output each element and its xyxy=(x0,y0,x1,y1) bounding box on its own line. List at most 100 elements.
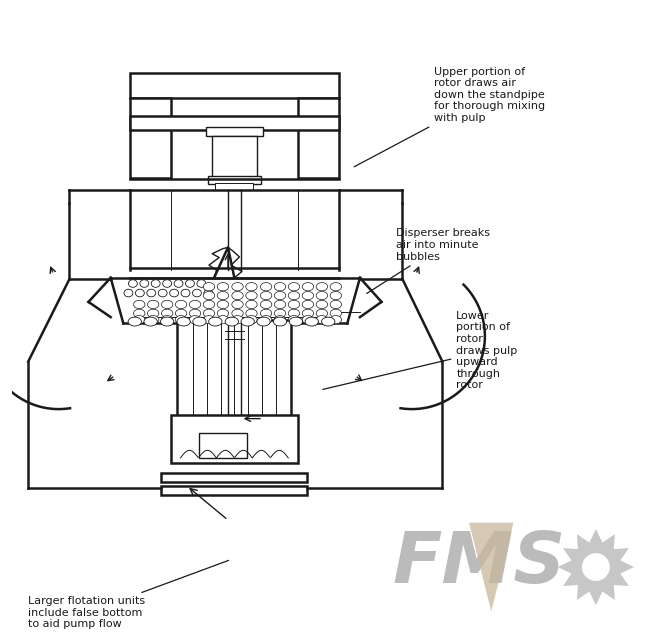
Bar xyxy=(212,137,256,177)
Ellipse shape xyxy=(203,283,215,291)
Ellipse shape xyxy=(330,316,341,324)
Ellipse shape xyxy=(273,317,287,326)
Ellipse shape xyxy=(148,300,159,309)
Ellipse shape xyxy=(288,283,300,291)
Bar xyxy=(171,415,298,463)
Ellipse shape xyxy=(232,309,243,318)
Ellipse shape xyxy=(274,309,286,318)
Ellipse shape xyxy=(163,279,171,287)
Bar xyxy=(130,73,339,98)
Ellipse shape xyxy=(274,300,286,309)
Ellipse shape xyxy=(260,300,272,309)
Ellipse shape xyxy=(316,316,328,324)
Ellipse shape xyxy=(128,317,142,326)
Ellipse shape xyxy=(316,292,328,300)
Ellipse shape xyxy=(175,300,186,309)
Ellipse shape xyxy=(161,316,173,324)
Ellipse shape xyxy=(274,283,286,291)
Ellipse shape xyxy=(288,292,300,300)
Ellipse shape xyxy=(152,279,160,287)
Ellipse shape xyxy=(246,292,257,300)
Ellipse shape xyxy=(148,309,159,318)
Ellipse shape xyxy=(330,283,341,291)
Text: Larger flotation units
include false bottom
to aid pump flow: Larger flotation units include false bot… xyxy=(28,560,229,630)
Ellipse shape xyxy=(302,300,314,309)
Ellipse shape xyxy=(177,317,190,326)
Bar xyxy=(200,433,247,458)
Ellipse shape xyxy=(175,316,186,324)
Ellipse shape xyxy=(203,292,215,300)
Ellipse shape xyxy=(316,283,328,291)
Ellipse shape xyxy=(160,317,174,326)
Ellipse shape xyxy=(148,316,159,324)
Ellipse shape xyxy=(322,317,335,326)
Bar xyxy=(130,116,339,130)
Ellipse shape xyxy=(232,292,243,300)
Ellipse shape xyxy=(161,300,173,309)
Ellipse shape xyxy=(134,316,145,324)
Ellipse shape xyxy=(232,316,243,324)
Ellipse shape xyxy=(274,292,286,300)
Ellipse shape xyxy=(158,289,167,297)
Ellipse shape xyxy=(302,316,314,324)
Ellipse shape xyxy=(316,300,328,309)
Ellipse shape xyxy=(246,300,257,309)
Text: FMS: FMS xyxy=(393,529,566,598)
Bar xyxy=(130,98,171,177)
Ellipse shape xyxy=(174,279,183,287)
Ellipse shape xyxy=(246,309,257,318)
Ellipse shape xyxy=(232,283,243,291)
Ellipse shape xyxy=(189,316,201,324)
Ellipse shape xyxy=(217,316,229,324)
Ellipse shape xyxy=(316,309,328,318)
Ellipse shape xyxy=(193,317,206,326)
Ellipse shape xyxy=(147,289,156,297)
Ellipse shape xyxy=(246,316,257,324)
Ellipse shape xyxy=(135,289,144,297)
Bar xyxy=(161,486,307,494)
Ellipse shape xyxy=(260,283,272,291)
Ellipse shape xyxy=(134,309,145,318)
Ellipse shape xyxy=(288,309,300,318)
Ellipse shape xyxy=(288,300,300,309)
Polygon shape xyxy=(469,523,513,611)
Bar xyxy=(161,473,307,482)
Ellipse shape xyxy=(302,283,314,291)
Ellipse shape xyxy=(192,289,202,297)
Ellipse shape xyxy=(241,317,254,326)
Ellipse shape xyxy=(203,300,215,309)
Ellipse shape xyxy=(189,309,201,318)
Text: Lower
portion of
rotor
draws pulp
upward
through
rotor: Lower portion of rotor draws pulp upward… xyxy=(323,311,517,390)
Ellipse shape xyxy=(260,292,272,300)
Ellipse shape xyxy=(181,289,190,297)
Ellipse shape xyxy=(225,317,239,326)
Text: Disperser breaks
air into minute
bubbles: Disperser breaks air into minute bubbles xyxy=(366,228,490,293)
Ellipse shape xyxy=(134,300,145,309)
Ellipse shape xyxy=(274,316,286,324)
Ellipse shape xyxy=(203,309,215,318)
Ellipse shape xyxy=(203,316,215,324)
Circle shape xyxy=(582,553,610,581)
Ellipse shape xyxy=(232,300,243,309)
Bar xyxy=(206,127,263,137)
Ellipse shape xyxy=(330,292,341,300)
Ellipse shape xyxy=(330,300,341,309)
Ellipse shape xyxy=(217,309,229,318)
Ellipse shape xyxy=(144,317,158,326)
Ellipse shape xyxy=(305,317,318,326)
Ellipse shape xyxy=(175,309,186,318)
Ellipse shape xyxy=(204,289,213,297)
Bar xyxy=(177,320,291,419)
Ellipse shape xyxy=(217,292,229,300)
Ellipse shape xyxy=(140,279,149,287)
Ellipse shape xyxy=(129,279,137,287)
Ellipse shape xyxy=(330,309,341,318)
Bar xyxy=(208,175,261,184)
Polygon shape xyxy=(558,529,634,605)
Ellipse shape xyxy=(161,309,173,318)
Ellipse shape xyxy=(288,316,300,324)
Ellipse shape xyxy=(209,317,222,326)
Bar xyxy=(298,98,339,177)
Ellipse shape xyxy=(257,317,270,326)
Ellipse shape xyxy=(169,289,179,297)
